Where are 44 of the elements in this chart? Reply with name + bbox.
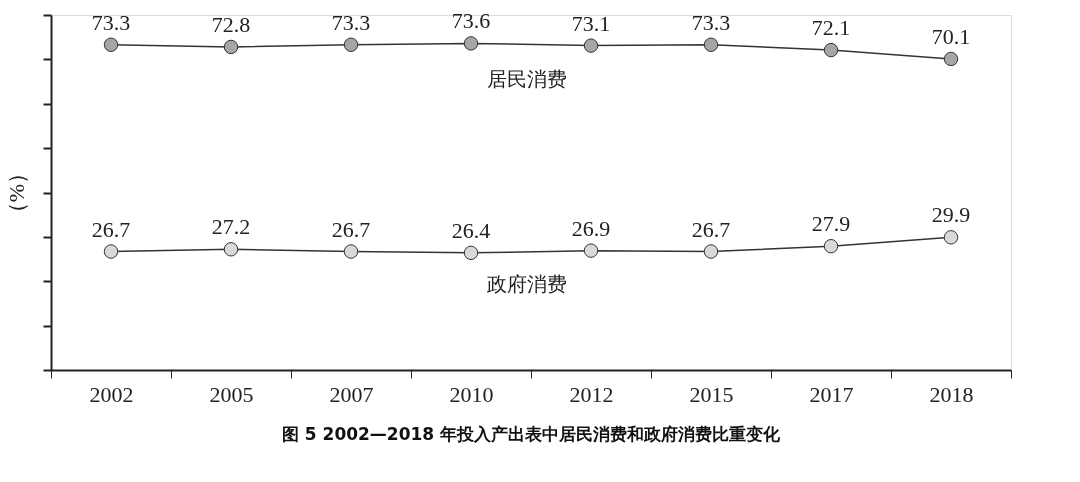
x-tick-label: 2012 [569, 381, 614, 407]
point [583, 243, 599, 258]
x-tick-label: 2018 [929, 381, 974, 407]
data-label: 26.7 [331, 216, 371, 242]
point [823, 239, 839, 254]
point [103, 244, 119, 259]
text: 图 5 2002—2018 年投入产出表中居民消费和政府消费比重变化 [281, 424, 782, 444]
x-tick-label: 2010 [449, 381, 494, 407]
data-label: 26.4 [451, 217, 491, 243]
point [463, 245, 479, 261]
point [343, 244, 359, 259]
point [343, 37, 359, 52]
data-label: 70.1 [931, 23, 971, 49]
x-tick-label: 2015 [689, 381, 734, 407]
point [943, 230, 959, 245]
data-label: 26.7 [91, 216, 131, 242]
point [703, 37, 719, 52]
data-label: 73.3 [691, 9, 731, 35]
y-axis-title: （%） [3, 161, 29, 225]
data-label: 27.2 [211, 214, 251, 240]
x-tick-label: 2005 [209, 381, 254, 407]
data-label: 73.1 [571, 10, 611, 36]
point [223, 242, 239, 257]
point [943, 51, 959, 67]
x-tick-label: 2002 [89, 381, 134, 407]
point [103, 37, 119, 52]
data-label: 26.9 [571, 215, 611, 241]
data-label: 26.7 [691, 216, 731, 242]
point [463, 36, 479, 51]
point [823, 42, 839, 58]
point [223, 39, 239, 55]
data-label: 73.3 [91, 9, 131, 35]
data-label: 73.3 [331, 9, 371, 35]
data-label: 72.1 [811, 15, 851, 41]
data-label: 29.9 [931, 202, 971, 228]
x-tick-label: 2017 [809, 381, 854, 407]
data-label: 73.6 [451, 8, 491, 34]
data-label: 72.8 [211, 11, 251, 37]
point [703, 244, 719, 259]
series-label: 居民消费 [487, 66, 567, 91]
data-label: 27.9 [811, 211, 851, 237]
point [583, 38, 599, 53]
series-label: 政府消费 [487, 271, 567, 296]
x-tick-label: 2007 [329, 381, 374, 407]
